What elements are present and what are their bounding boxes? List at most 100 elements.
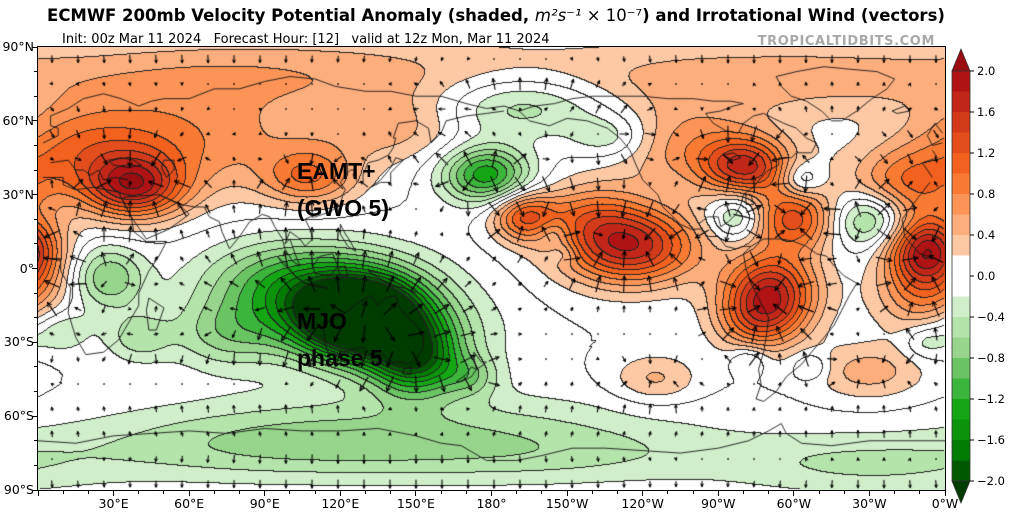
colorbar-label: −0.4 (977, 310, 1005, 324)
y-tick (34, 292, 37, 294)
colorbar-label: 1.2 (977, 146, 995, 160)
y-tick-label: 90°S (3, 482, 34, 497)
colorbar-segment (952, 399, 970, 420)
x-tick-label: 60°W (776, 496, 812, 511)
title-text: ECMWF 200mb Velocity Potential Anomaly (… (47, 6, 535, 25)
y-tick (34, 71, 37, 73)
x-tick (868, 491, 870, 496)
colorbar-label: −2.0 (977, 474, 1005, 488)
x-tick (37, 491, 39, 496)
annotation-line: EAMT+ (297, 158, 376, 184)
watermark: TROPICALTIDBITS.COM (757, 34, 935, 49)
colorbar-segment (952, 460, 970, 482)
x-tick (213, 491, 215, 494)
x-tick (566, 491, 568, 496)
y-tick-label: 30°N (2, 186, 34, 202)
colorbar-segment (952, 296, 970, 318)
x-tick (163, 491, 165, 494)
x-tick-label: 180° (476, 496, 507, 511)
colorbar-segment (952, 194, 970, 215)
y-tick (34, 464, 37, 466)
x-tick (742, 491, 744, 494)
colorbar-label: 0.0 (977, 269, 995, 283)
x-tick-label: 0°W (931, 496, 959, 511)
colorbar-label: −1.2 (977, 392, 1005, 406)
y-tick (34, 366, 37, 368)
colorbar-segment (952, 112, 970, 133)
annotation-eamt-gwo: EAMT+ (GWO 5) (297, 153, 389, 227)
colorbar-label: 0.4 (977, 228, 995, 242)
x-tick-label: 30°W (852, 496, 887, 511)
y-tick-label: 60°S (3, 408, 34, 424)
x-tick (591, 491, 593, 494)
x-tick (717, 491, 719, 496)
y-tick (34, 95, 37, 97)
x-tick (390, 491, 392, 494)
x-tick (113, 491, 115, 496)
map-canvas (38, 47, 945, 490)
title-math: m²s⁻¹ (534, 6, 582, 25)
x-tick (188, 491, 190, 496)
x-tick (365, 491, 367, 494)
y-tick (32, 415, 37, 417)
y-tick (32, 268, 37, 269)
y-tick (32, 341, 37, 343)
annotation-line: (GWO 5) (297, 195, 389, 221)
x-tick-label: 90°W (700, 496, 736, 511)
x-tick (239, 491, 241, 494)
x-tick-label: 120°E (321, 496, 360, 511)
y-tick-label: 60°N (2, 112, 34, 128)
x-tick (314, 491, 316, 494)
x-tick (440, 491, 442, 494)
y-tick-label: 30°S (3, 334, 34, 350)
x-tick (667, 491, 669, 494)
x-tick (289, 491, 291, 494)
colorbar-svg: 2.0 1.6 1.2 0.8 0.4 0.0 −0.4 −0.8 −1.2 −1.6 −2.0 (951, 47, 1005, 505)
colorbar-segment (952, 440, 970, 461)
x-tick (944, 491, 946, 496)
colorbar-label: −1.6 (977, 433, 1005, 447)
x-tick (843, 491, 845, 494)
annotation-line: MJO (297, 308, 347, 334)
colorbar-segment (952, 378, 970, 400)
colorbar-segment (952, 255, 970, 277)
x-tick-label: 60°E (174, 496, 205, 511)
x-tick (339, 491, 341, 496)
x-tick (138, 491, 140, 494)
colorbar-label: −0.8 (977, 351, 1005, 365)
x-tick (692, 491, 694, 494)
colorbar-label: 1.6 (977, 105, 995, 119)
y-tick (32, 489, 37, 491)
colorbar-segment (952, 358, 970, 379)
y-tick (34, 391, 37, 393)
x-tick (465, 491, 467, 494)
page-title: ECMWF 200mb Velocity Potential Anomaly (… (17, 6, 975, 25)
x-tick (642, 491, 644, 496)
x-tick (768, 491, 770, 494)
title-text-2: ) and Irrotational Wind (vectors) (642, 6, 945, 25)
x-tick-label: 30°E (98, 496, 129, 511)
y-tick (34, 317, 37, 319)
colorbar-segment (952, 214, 970, 236)
x-tick (62, 491, 64, 494)
x-tick (894, 491, 896, 494)
colorbar-segment (952, 153, 970, 174)
x-tick-label: 150°W (545, 496, 589, 511)
y-tick (34, 169, 37, 171)
x-tick (516, 491, 518, 494)
x-tick (616, 491, 618, 494)
colorbar-segment (952, 91, 970, 113)
x-tick (919, 491, 921, 494)
annotation-mjo-phase: MJO phase 5 (297, 303, 383, 377)
colorbar-segment (952, 337, 970, 359)
colorbar-label: 2.0 (977, 64, 995, 78)
y-tick (34, 243, 37, 245)
x-tick-label: 150°E (396, 496, 435, 511)
colorbar-segment (952, 317, 970, 338)
map-frame: EAMT+ (GWO 5) MJO phase 5 (37, 46, 946, 491)
y-tick-label: 0° (19, 260, 34, 276)
colorbar-segment (952, 132, 970, 154)
x-tick (793, 491, 795, 496)
x-tick (818, 491, 820, 494)
